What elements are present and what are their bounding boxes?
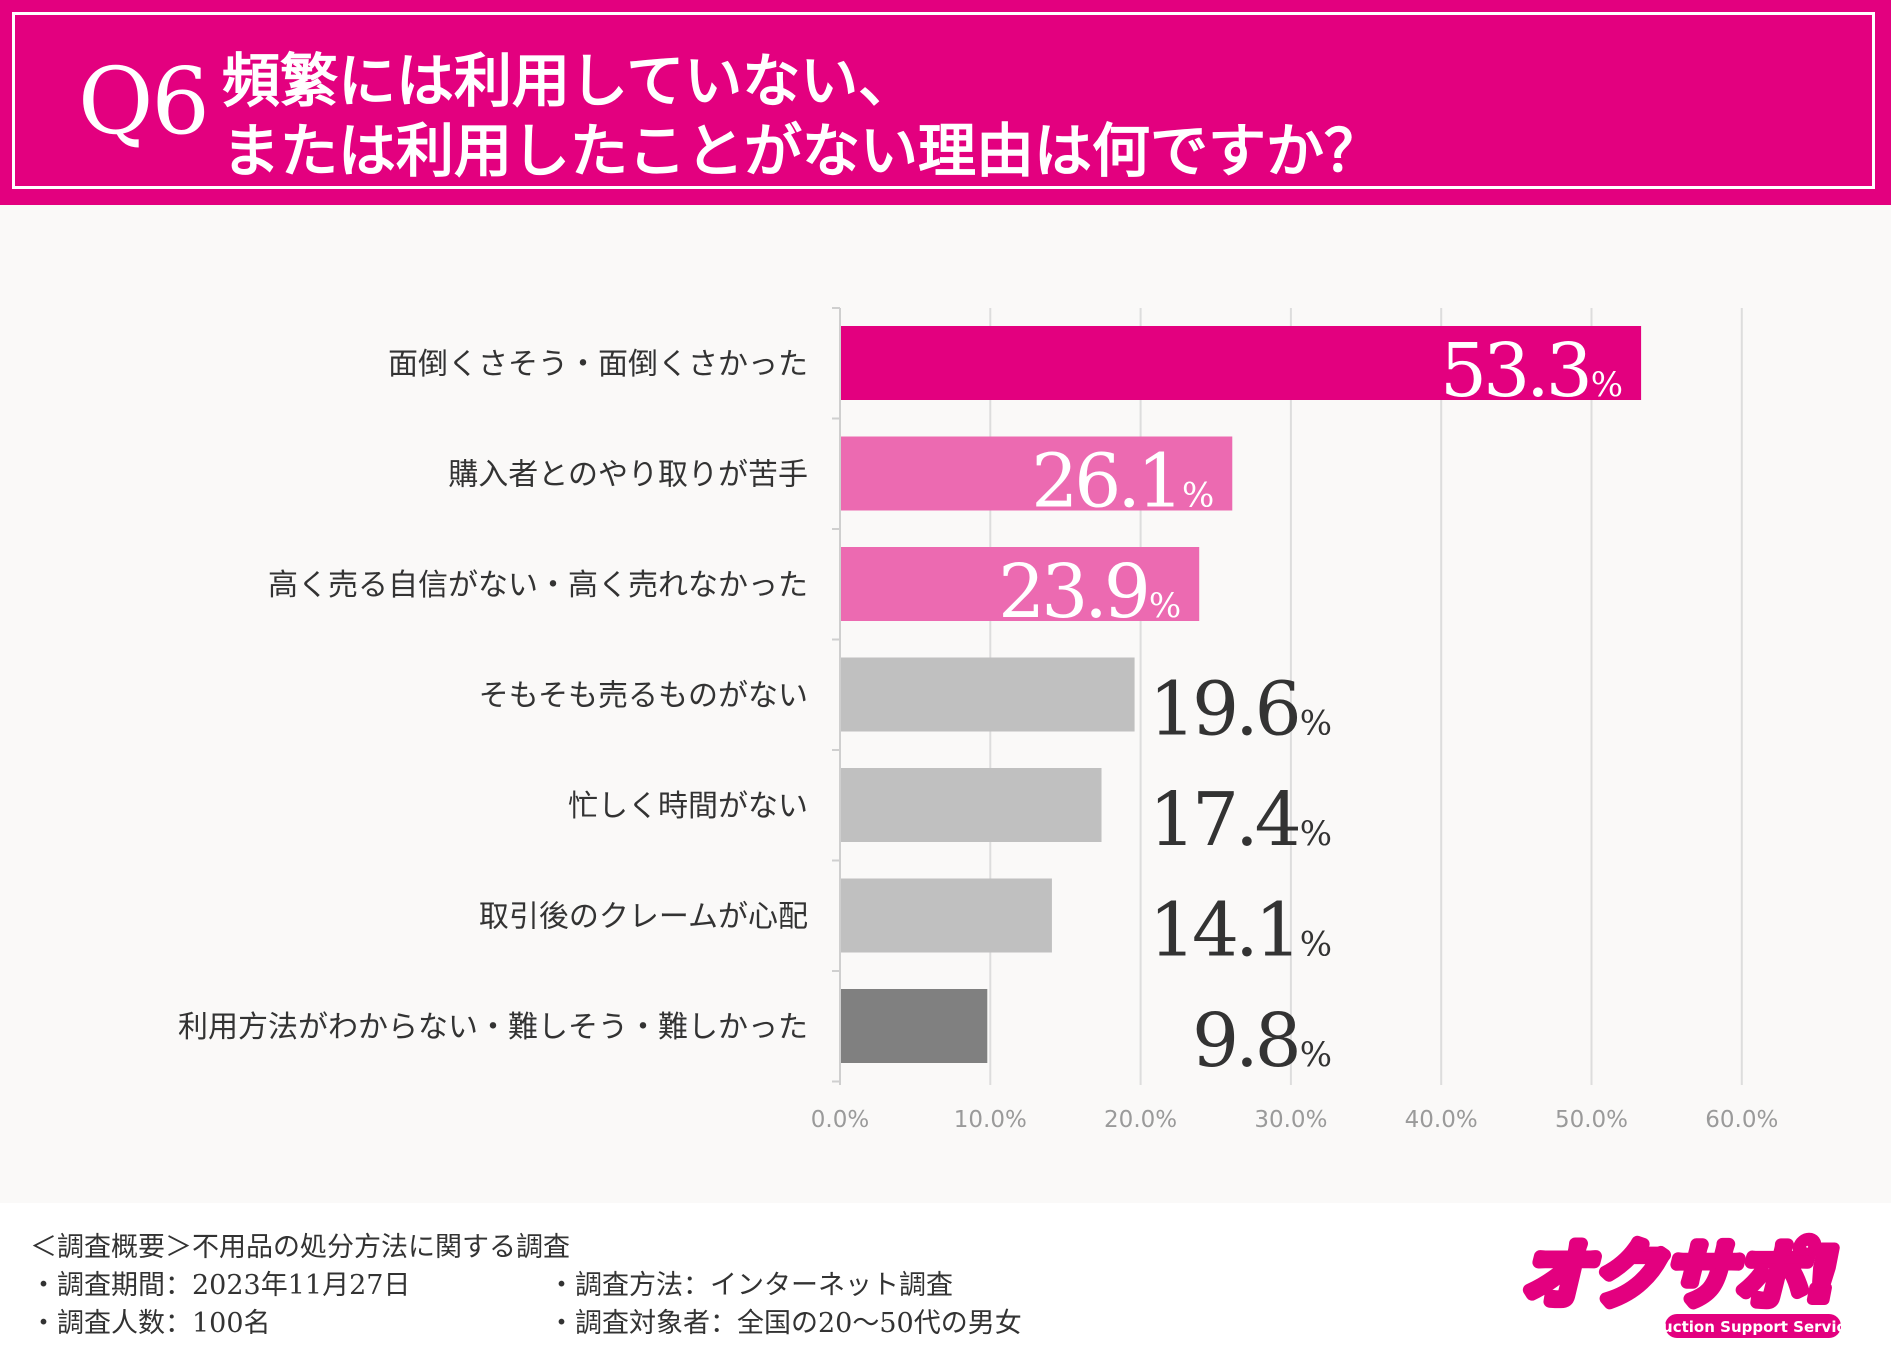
value-number: 23.9 (998, 549, 1147, 635)
category-label: 購入者とのやり取りが苦手 (448, 458, 808, 493)
okusapo-logo: オクサポ! オクサポ! Auction Support Service (1515, 1228, 1845, 1338)
logo-subtext: Auction Support Service (1650, 1318, 1845, 1336)
bar (841, 436, 1233, 511)
x-tick-label: 10.0% (954, 1107, 1027, 1133)
value-label: 17.4% (1149, 777, 1332, 863)
value-number: 26.1 (1031, 439, 1180, 525)
logo-sub-band (1665, 1314, 1841, 1338)
survey-target: ・調査対象者：全国の20～50代の男女 (548, 1308, 1022, 1339)
survey-method: ・調査方法：インターネット調査 (548, 1270, 953, 1301)
bar (841, 768, 1102, 842)
x-tick-label: 60.0% (1705, 1107, 1778, 1133)
value-label: 19.6% (1149, 667, 1332, 753)
bar (841, 878, 1052, 953)
value-number: 19.6 (1149, 667, 1298, 753)
logo-text: オクサポ! (1520, 1233, 1839, 1317)
x-tick-label: 30.0% (1254, 1107, 1327, 1133)
category-label: 高く売る自信がない・高く売れなかった (268, 568, 808, 603)
value-unit: % (1300, 1035, 1332, 1075)
value-unit: % (1300, 704, 1332, 744)
category-label: 面倒くさそう・面倒くさかった (388, 347, 808, 382)
value-number: 14.1 (1149, 888, 1298, 974)
category-label: 取引後のクレームが心配 (479, 900, 808, 935)
value-unit: % (1182, 476, 1214, 516)
x-tick-label: 50.0% (1555, 1107, 1628, 1133)
header-banner: Q6 頻繁には利用していない、 または利用したことがない理由は何ですか？ (0, 0, 1891, 205)
value-label: 14.1% (1149, 888, 1332, 974)
value-label: 9.8% (1192, 998, 1332, 1084)
category-label: そもそも売るものがない (479, 679, 808, 714)
x-tick-label: 20.0% (1104, 1107, 1177, 1133)
value-label: 53.3% (1440, 328, 1623, 414)
question-number: Q6 (78, 48, 210, 155)
value-number: 53.3 (1440, 328, 1589, 414)
footer: ＜調査概要＞不用品の処分方法に関する調査 ・調査期間：2023年11月27日 ・… (0, 1203, 1891, 1350)
survey-period: ・調査期間：2023年11月27日 (30, 1270, 411, 1301)
bar (841, 547, 1200, 621)
survey-overview: ＜調査概要＞不用品の処分方法に関する調査 (30, 1232, 570, 1263)
value-label: 26.1% (1031, 439, 1214, 525)
bar (841, 989, 988, 1063)
logo-text-outline: オクサポ! (1520, 1233, 1839, 1317)
category-label: 忙しく時間がない (568, 789, 808, 824)
bar (841, 657, 1135, 732)
x-tick-label: 0.0% (811, 1107, 869, 1133)
question-title-line1: 頻繁には利用していない、 (222, 47, 917, 115)
value-unit: % (1300, 925, 1332, 965)
bar (841, 326, 1642, 400)
x-tick-label: 40.0% (1405, 1107, 1478, 1133)
question-title-line2: または利用したことがない理由は何ですか？ (222, 117, 1383, 185)
survey-count: ・調査人数：100名 (30, 1308, 271, 1339)
value-label: 23.9% (998, 549, 1181, 635)
value-unit: % (1300, 814, 1332, 854)
value-unit: % (1149, 586, 1181, 626)
bar-chart: 0.0% 10.0% 20.0% 30.0% 40.0% 50.0% 60.0% 面倒くさそう… (178, 307, 1778, 1133)
value-number: 17.4 (1149, 777, 1299, 863)
value-number: 9.8 (1192, 998, 1298, 1084)
category-label: 利用方法がわからない・難しそう・難しかった (178, 1010, 808, 1045)
header-frame (12, 12, 1875, 189)
value-unit: % (1591, 365, 1623, 405)
